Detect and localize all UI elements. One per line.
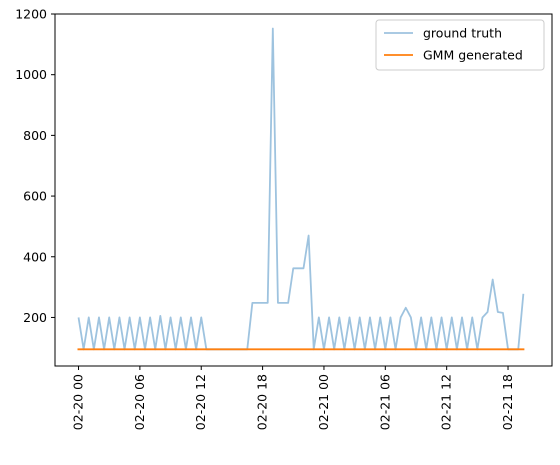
x-tick-label: 02-20 00 [71, 374, 86, 430]
x-tick-label: 02-21 06 [377, 374, 392, 430]
y-tick-label: 800 [23, 128, 47, 143]
x-tick-label: 02-20 18 [255, 374, 270, 430]
x-tick-label: 02-20 12 [193, 374, 208, 430]
x-tick-label: 02-21 12 [439, 374, 454, 430]
legend-box [375, 19, 545, 71]
x-tick-label: 02-21 18 [500, 374, 515, 430]
series-layer [77, 27, 525, 351]
series-line-ground-truth [77, 27, 525, 351]
y-tick-label: 200 [23, 310, 47, 325]
legend-label-ground-truth: ground truth [423, 26, 502, 41]
y-tick-label: 600 [23, 189, 47, 204]
y-tick-label: 1200 [15, 7, 47, 22]
y-tick-label: 400 [23, 249, 47, 264]
legend-label-gmm-generated: GMM generated [423, 48, 523, 63]
x-tick-label: 02-21 00 [316, 374, 331, 430]
y-tick-label: 1000 [15, 67, 47, 82]
legend: ground truth GMM generated [375, 19, 545, 71]
axis-layer: 200 400 600 800 1000 1200 02-20 00 02-20 06 02-2… [15, 7, 515, 431]
x-tick-label: 02-20 06 [132, 374, 147, 430]
plot-frame [54, 13, 553, 367]
